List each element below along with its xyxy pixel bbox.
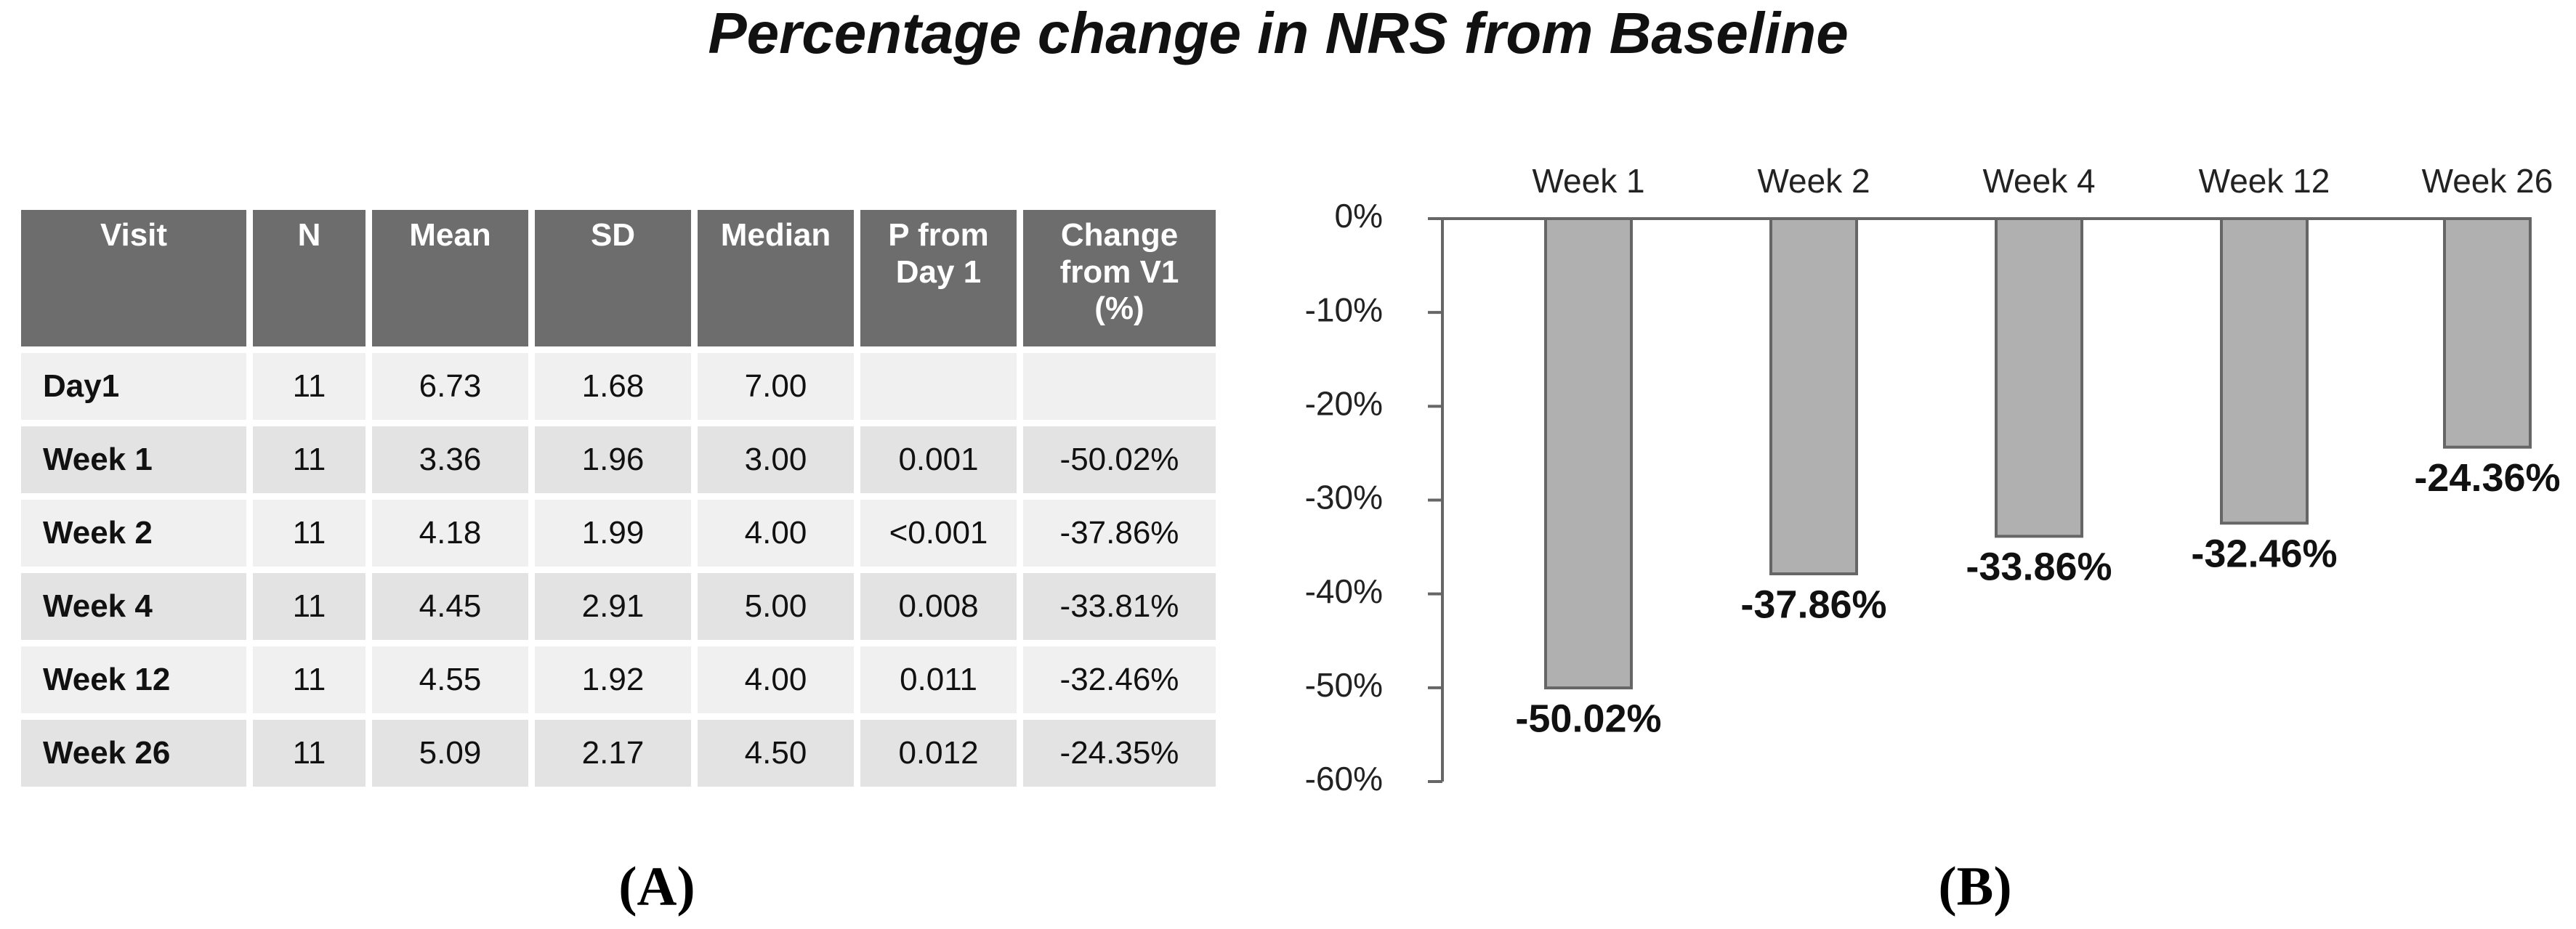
table-cell: -33.81% bbox=[1023, 573, 1216, 640]
table-cell: Week 1 bbox=[21, 426, 246, 493]
table-cell: 0.008 bbox=[860, 573, 1017, 640]
y-tick-label: -40% bbox=[1305, 572, 1383, 610]
value-label: -32.46% bbox=[2191, 532, 2337, 576]
table-cell: 1.96 bbox=[535, 426, 691, 493]
table-cell: Week 2 bbox=[21, 500, 246, 567]
table-cell: -24.35% bbox=[1023, 720, 1216, 787]
column-header: P from Day 1 bbox=[860, 210, 1017, 346]
table-cell: 11 bbox=[253, 353, 366, 420]
x-tick-label: Week 1 bbox=[1532, 162, 1644, 200]
value-label: -24.36% bbox=[2414, 456, 2560, 500]
table-cell: 1.99 bbox=[535, 500, 691, 567]
x-tick-label: Week 2 bbox=[1757, 162, 1870, 200]
table-cell: 4.00 bbox=[698, 646, 854, 713]
bar bbox=[2220, 217, 2309, 525]
column-header: Mean bbox=[372, 210, 528, 346]
table-cell: 3.36 bbox=[372, 426, 528, 493]
table-cell: 4.55 bbox=[372, 646, 528, 713]
y-tick-label: -20% bbox=[1305, 384, 1383, 422]
table-cell: 11 bbox=[253, 500, 366, 567]
column-header: Change from V1 (%) bbox=[1023, 210, 1216, 346]
table-cell: 2.91 bbox=[535, 573, 691, 640]
table-cell: 11 bbox=[253, 573, 366, 640]
table-cell: 4.00 bbox=[698, 500, 854, 567]
table-row: Week 1 11 3.36 1.96 3.00 0.001 -50.02% bbox=[21, 426, 1216, 493]
table-cell: <0.001 bbox=[860, 500, 1017, 567]
y-tick-label: -10% bbox=[1305, 291, 1383, 328]
header-row: Visit N Mean SD Median P from Day 1 Change fro… bbox=[21, 210, 1216, 346]
table-cell: 6.73 bbox=[372, 353, 528, 420]
table-row: Week 12 11 4.55 1.92 4.00 0.011 -32.46% bbox=[21, 646, 1216, 713]
y-tick-label: -60% bbox=[1305, 760, 1383, 798]
column-header: Median bbox=[698, 210, 854, 346]
y-tick-label: 0% bbox=[1335, 197, 1383, 235]
bar bbox=[1544, 217, 1633, 690]
x-tick-label: Week 26 bbox=[2422, 162, 2553, 200]
value-label: -50.02% bbox=[1515, 697, 1661, 740]
table-cell: 4.50 bbox=[698, 720, 854, 787]
table-cell: Week 26 bbox=[21, 720, 246, 787]
table-cell: 2.17 bbox=[535, 720, 691, 787]
table-cell: 0.012 bbox=[860, 720, 1017, 787]
table-cell: 7.00 bbox=[698, 353, 854, 420]
y-tick-label: -30% bbox=[1305, 479, 1383, 516]
bar bbox=[1769, 217, 1858, 576]
panel-label: (A) bbox=[618, 856, 695, 917]
value-label: -33.86% bbox=[1966, 545, 2112, 589]
table-cell: 3.00 bbox=[698, 426, 854, 493]
x-tick-label: Week 12 bbox=[2199, 162, 2330, 200]
bar bbox=[1995, 217, 2083, 538]
table-row: Week 26 11 5.09 2.17 4.50 0.012 -24.35% bbox=[21, 720, 1216, 787]
table-cell: 1.92 bbox=[535, 646, 691, 713]
table-cell: Week 4 bbox=[21, 573, 246, 640]
table-cell: 11 bbox=[253, 720, 366, 787]
table-cell: 4.18 bbox=[372, 500, 528, 567]
table-cell: 5.09 bbox=[372, 720, 528, 787]
table-cell: -32.46% bbox=[1023, 646, 1216, 713]
table-row: Day1 11 6.73 1.68 7.00 bbox=[21, 353, 1216, 420]
column-header: SD bbox=[535, 210, 691, 346]
table-row: Week 4 11 4.45 2.91 5.00 0.008 -33.81% bbox=[21, 573, 1216, 640]
y-tick-label: -50% bbox=[1305, 666, 1383, 704]
table-cell bbox=[860, 353, 1017, 420]
table-row: Week 2 11 4.18 1.99 4.00 <0.001 -37.86% bbox=[21, 500, 1216, 567]
table-cell: 0.001 bbox=[860, 426, 1017, 493]
panel-label: (B) bbox=[1938, 856, 2011, 917]
table-cell: 1.68 bbox=[535, 353, 691, 420]
column-header: Visit bbox=[21, 210, 246, 346]
table-cell: 11 bbox=[253, 646, 366, 713]
value-label: -37.86% bbox=[1740, 583, 1886, 626]
x-tick-label: Week 4 bbox=[1982, 162, 2095, 200]
table-cell: Week 12 bbox=[21, 646, 246, 713]
table-cell bbox=[1023, 353, 1216, 420]
data-table: Visit N Mean SD Median P from Day 1 Change fro… bbox=[15, 203, 1222, 793]
table-cell: Day1 bbox=[21, 353, 246, 420]
table-cell: 5.00 bbox=[698, 573, 854, 640]
bar bbox=[2443, 217, 2532, 449]
table-cell: 11 bbox=[253, 426, 366, 493]
column-header: N bbox=[253, 210, 366, 346]
table-cell: -37.86% bbox=[1023, 500, 1216, 567]
title: Percentage change in NRS from Baseline bbox=[708, 1, 1848, 65]
table-cell: 4.45 bbox=[372, 573, 528, 640]
table-cell: 0.011 bbox=[860, 646, 1017, 713]
table-cell: -50.02% bbox=[1023, 426, 1216, 493]
